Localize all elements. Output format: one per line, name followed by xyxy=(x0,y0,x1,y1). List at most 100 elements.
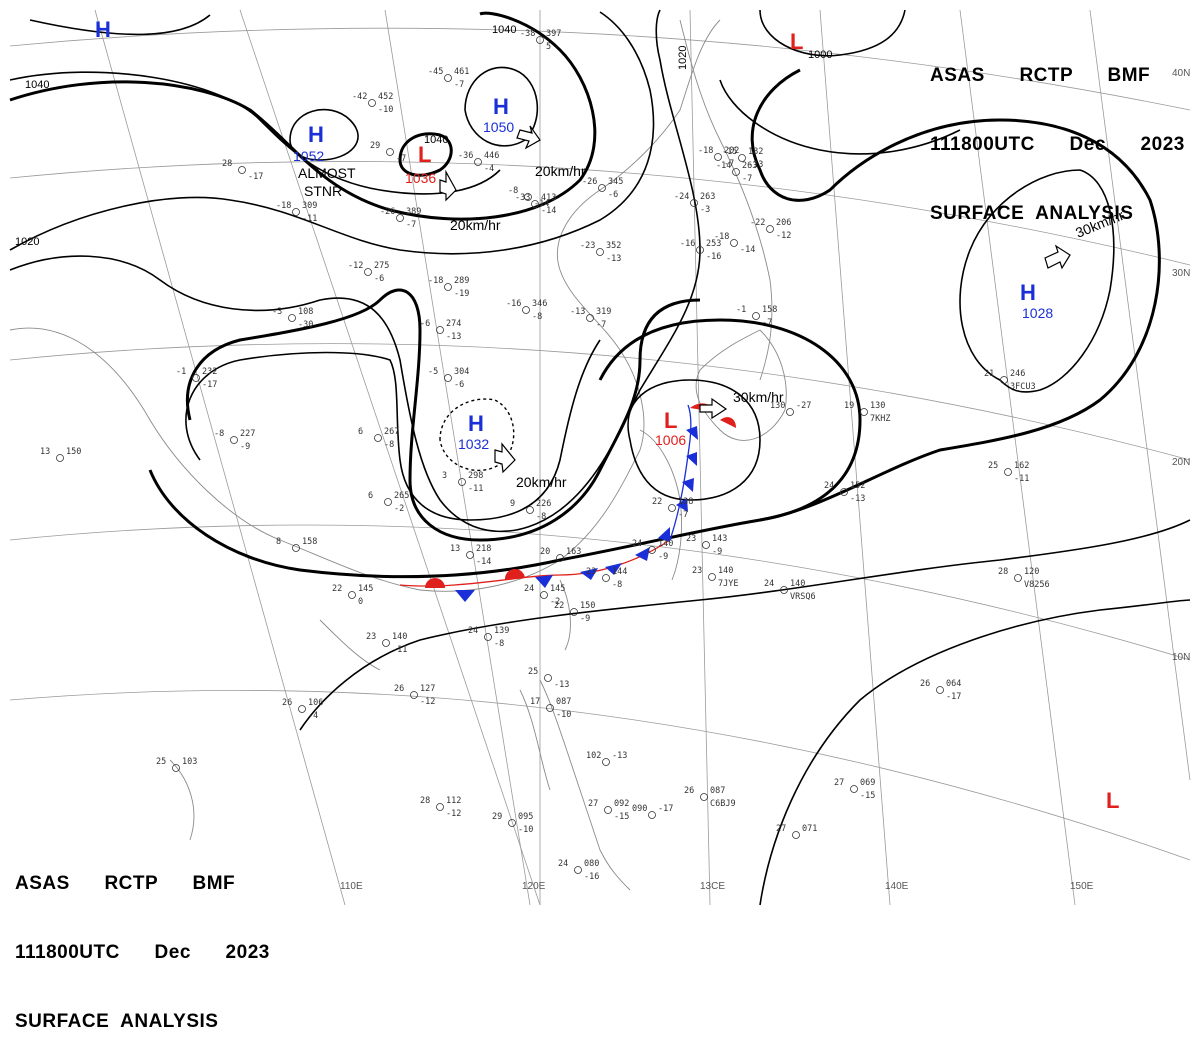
station-pressure: 158 xyxy=(302,537,317,547)
station-dewpoint: -11 xyxy=(302,214,317,224)
station-pressure: 158 xyxy=(762,305,777,315)
station-plot: 21 246 3FCU3 xyxy=(984,369,1036,392)
station-circle-icon xyxy=(648,811,656,819)
station-circle-icon xyxy=(484,633,492,641)
station-plot: -36 446 -4 xyxy=(458,151,499,174)
station-temperature: 9 xyxy=(510,499,515,509)
station-circle-icon xyxy=(56,454,64,462)
station-plot: 27 071 xyxy=(776,824,817,839)
station-pressure: 275 xyxy=(374,261,389,271)
station-pressure: 087 xyxy=(556,697,571,707)
station-circle-icon xyxy=(292,544,300,552)
station-temperature: -13 xyxy=(570,307,585,317)
station-dewpoint: -13 xyxy=(446,332,461,342)
station-temperature: 24 xyxy=(632,539,642,549)
station-pressure: 112 xyxy=(446,796,461,806)
station-temperature: -14 xyxy=(716,161,731,171)
station-circle-icon xyxy=(840,488,848,496)
station-circle-icon xyxy=(444,374,452,382)
station-circle-icon xyxy=(444,74,452,82)
station-plot: 6 265 -2 xyxy=(368,491,409,514)
station-plot: 26 127 -12 xyxy=(394,684,435,707)
station-plot: 6 267 -8 xyxy=(358,427,399,450)
station-dewpoint: -8 xyxy=(494,639,504,649)
station-temperature: -26 xyxy=(380,207,395,217)
station-circle-icon xyxy=(544,674,552,682)
isobar-label: 1020 xyxy=(677,46,689,70)
station-dewpoint: -7 xyxy=(396,154,406,164)
isobar-label: 1000 xyxy=(808,49,832,61)
station-plot: 26 106 -4 xyxy=(282,698,323,721)
station-temperature: 24 xyxy=(524,584,534,594)
station-circle-icon xyxy=(531,200,539,208)
station-circle-icon xyxy=(850,785,858,793)
motion-speed: 20km/hr xyxy=(450,217,501,233)
station-plot: 27 092 -15 xyxy=(588,799,629,822)
station-dewpoint: -17 xyxy=(946,692,961,702)
station-temperature: -3 xyxy=(272,307,282,317)
station-temperature: 26 xyxy=(920,679,930,689)
station-pressure: 452 xyxy=(378,92,393,102)
station-temperature: -18 xyxy=(698,146,713,156)
station-pressure: -17 xyxy=(658,804,673,814)
station-plot: 28 120 V8256 xyxy=(998,567,1050,590)
station-dewpoint: -11 xyxy=(392,645,407,655)
station-plot: 24 080 -16 xyxy=(558,859,599,882)
high-center: H xyxy=(493,94,509,119)
station-plot: -6 274 -13 xyxy=(420,319,461,342)
station-temperature: -5 xyxy=(428,367,438,377)
station-pressure: 108 xyxy=(298,307,313,317)
station-plot: 23 144 -8 xyxy=(586,567,627,590)
station-plot: -16 346 -8 xyxy=(506,299,547,322)
station-temperature: -16 xyxy=(506,299,521,309)
station-dewpoint: -11 xyxy=(468,484,483,494)
station-plot: 22 138 -7 xyxy=(652,497,693,520)
station-pressure: 289 xyxy=(454,276,469,286)
station-plot: 25 103 xyxy=(156,757,197,772)
station-plot: 130 -27 xyxy=(770,401,811,416)
station-pressure: 263 xyxy=(700,192,715,202)
station-circle-icon xyxy=(1014,574,1022,582)
map-footer: ASAS RCTP BMF 111800UTC Dec 2023 SURFACE… xyxy=(15,826,270,1056)
station-temperature: -15 xyxy=(722,147,737,157)
station-plot: 3 298 -11 xyxy=(442,471,483,494)
station-temperature: 25 xyxy=(156,757,166,767)
station-circle-icon xyxy=(602,758,610,766)
low-center: L xyxy=(1106,788,1119,813)
station-temperature: 13 xyxy=(450,544,460,554)
station-dewpoint: -6 xyxy=(608,190,618,200)
station-pressure: 263 xyxy=(742,161,757,171)
station-pressure: 143 xyxy=(712,534,727,544)
station-plot: 28 112 -12 xyxy=(420,796,461,819)
station-temperature: -36 xyxy=(458,151,473,161)
high-center: H xyxy=(95,17,111,42)
station-plot: -18 289 -19 xyxy=(428,276,469,299)
station-circle-icon xyxy=(508,819,516,827)
station-dewpoint: -4 xyxy=(308,711,318,721)
station-temperature: 28 xyxy=(420,796,430,806)
station-pressure: 095 xyxy=(518,812,533,822)
station-circle-icon xyxy=(410,691,418,699)
station-plot: 24 139 -8 xyxy=(468,626,509,649)
station-circle-icon xyxy=(540,591,548,599)
station-circle-icon xyxy=(230,436,238,444)
station-pressure: 071 xyxy=(802,824,817,834)
station-dewpoint: -7 xyxy=(596,320,606,330)
station-temperature: 26 xyxy=(394,684,404,694)
station-pressure: 232 xyxy=(202,367,217,377)
station-plot: 29 095 -10 xyxy=(492,812,533,835)
station-dewpoint: -9 xyxy=(712,547,722,557)
station-plot: 29 -7 xyxy=(370,141,406,164)
station-dewpoint: -8 xyxy=(384,440,394,450)
station-plot: 26 087 C6BJ9 xyxy=(684,786,736,809)
station-pressure: 138 xyxy=(678,497,693,507)
station-circle-icon xyxy=(556,554,564,562)
station-pressure: 227 xyxy=(240,429,255,439)
station-circle-icon xyxy=(238,166,246,174)
station-temperature: -18 xyxy=(714,232,729,242)
station-pressure: 127 xyxy=(420,684,435,694)
station-pressure: 274 xyxy=(446,319,461,329)
station-dewpoint: C6BJ9 xyxy=(710,799,736,809)
station-pressure: 397 xyxy=(546,29,561,39)
